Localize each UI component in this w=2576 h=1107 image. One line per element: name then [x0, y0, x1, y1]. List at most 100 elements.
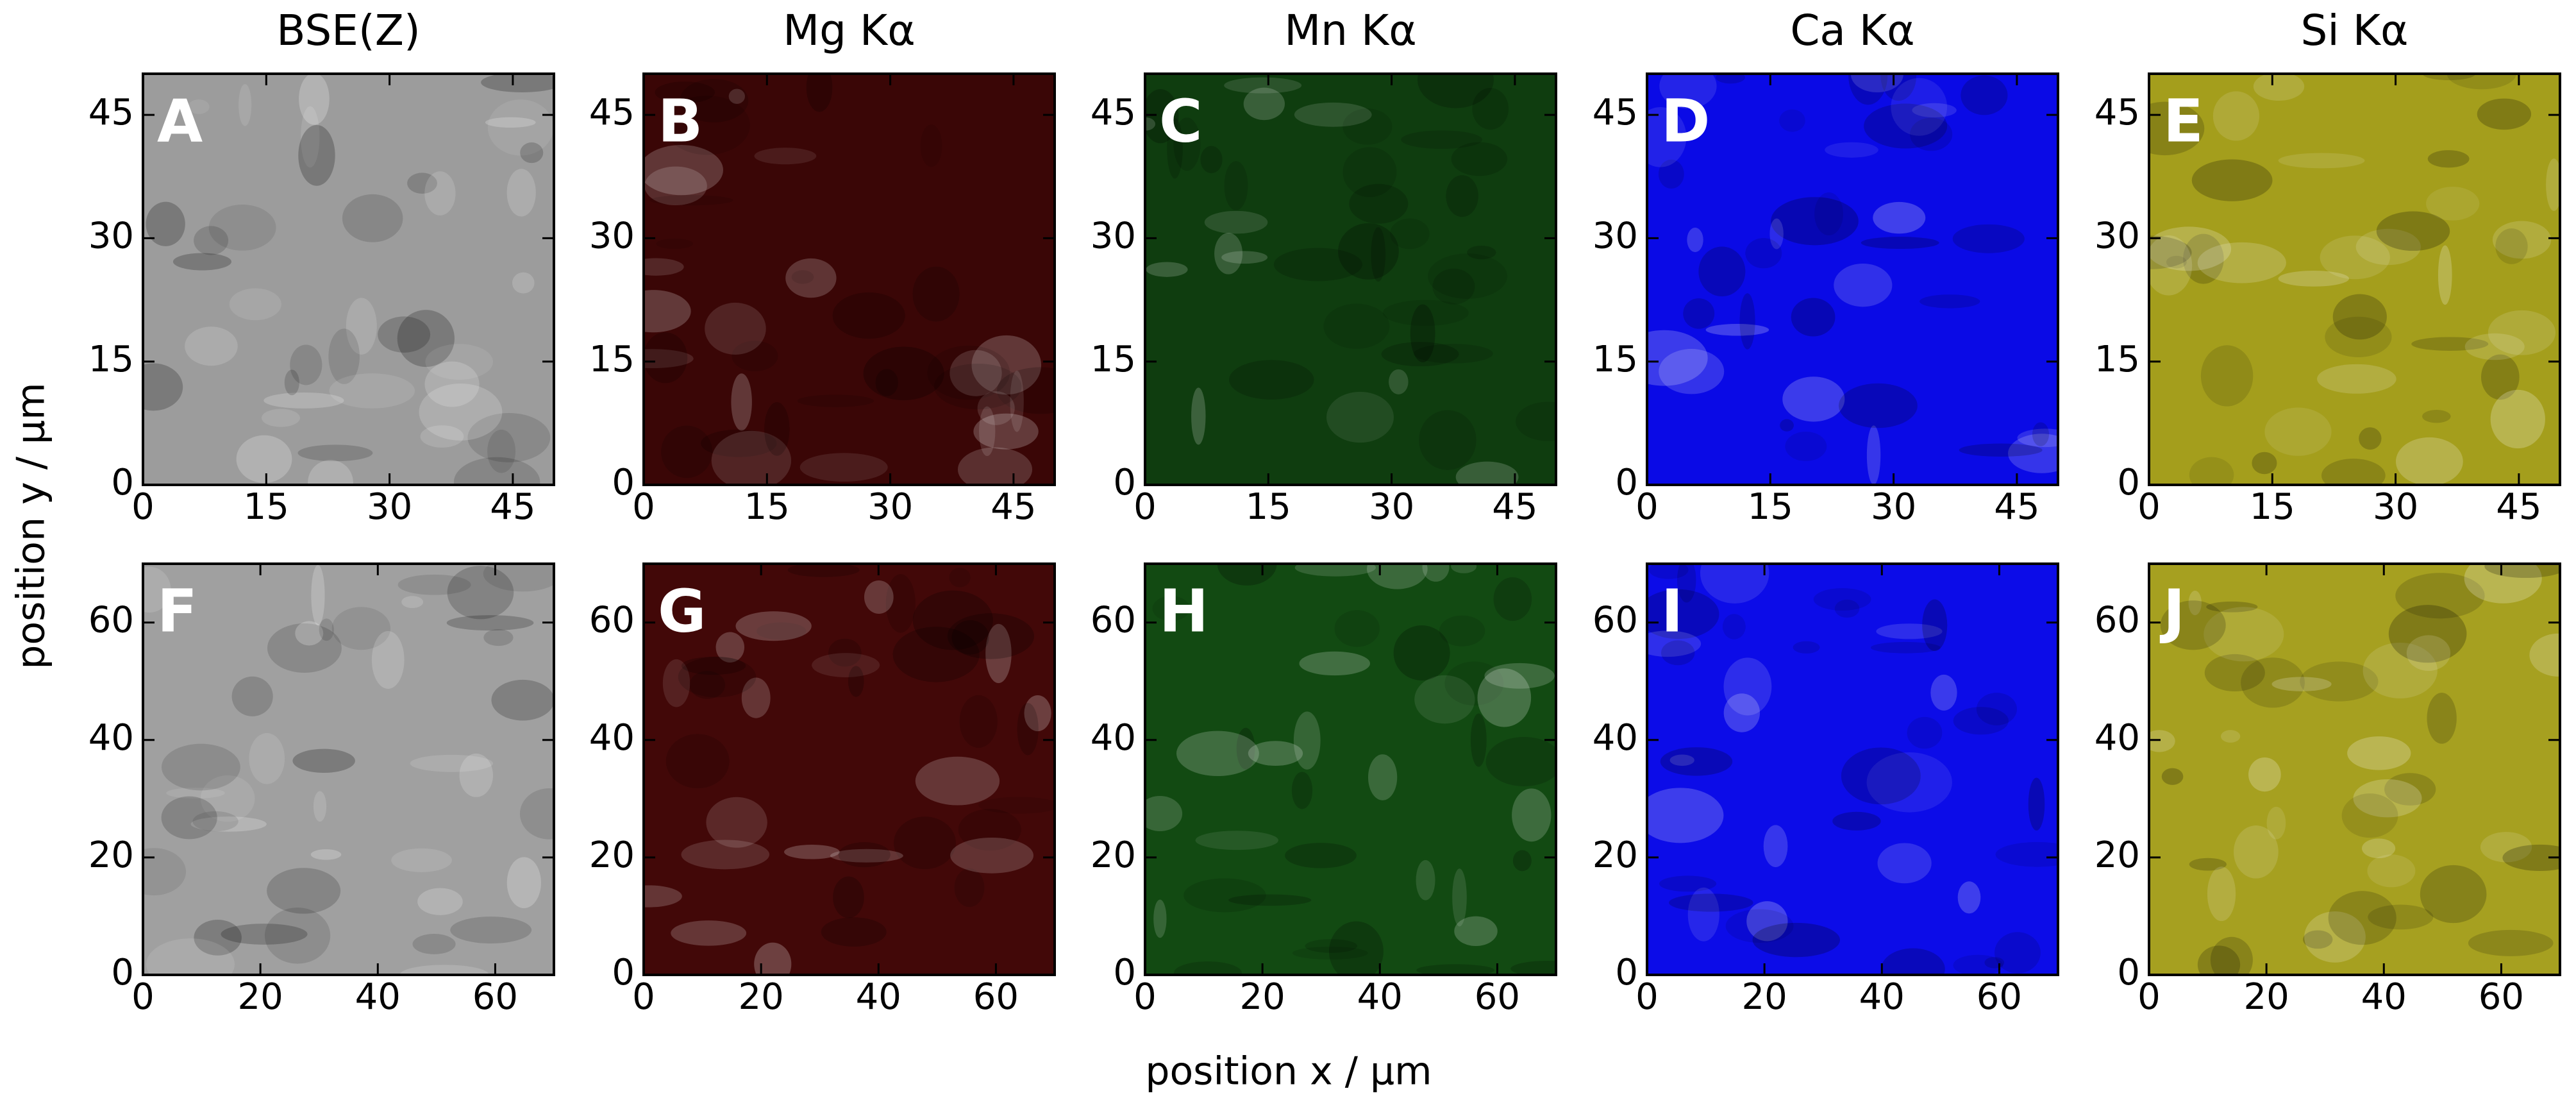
texture [1866, 425, 1881, 485]
texture [1716, 74, 1745, 84]
texture [1779, 109, 1805, 132]
y-tick-label: 0 [2117, 462, 2140, 503]
texture [1647, 589, 1719, 639]
y-tick-label: 20 [589, 834, 635, 876]
texture [143, 566, 171, 613]
texture [2363, 642, 2438, 698]
texture [787, 564, 860, 577]
texture [450, 917, 532, 944]
x-tick-label: 60 [473, 976, 518, 1018]
texture [1010, 370, 1024, 432]
texture [221, 924, 308, 945]
panel-letter: A [157, 87, 203, 155]
texture [161, 796, 217, 840]
texture [662, 659, 690, 707]
texture [378, 316, 431, 353]
texture [2183, 233, 2224, 284]
image [2149, 74, 2560, 485]
texture [950, 837, 1034, 874]
texture [791, 270, 814, 284]
y-tick-label: 20 [1593, 834, 1638, 876]
texture [671, 920, 747, 946]
texture [342, 194, 403, 242]
texture [644, 290, 691, 333]
texture [1660, 747, 1733, 776]
frame [2148, 562, 2561, 976]
texture [927, 345, 1010, 400]
texture [681, 840, 770, 870]
texture [190, 816, 267, 832]
texture [1467, 245, 1496, 260]
texture [2032, 422, 2050, 446]
texture [2241, 657, 2305, 708]
texture [1953, 707, 2009, 735]
texture [678, 656, 757, 698]
texture [2406, 635, 2451, 671]
texture [741, 677, 771, 718]
texture [655, 81, 715, 104]
texture [1922, 599, 1948, 652]
texture [236, 435, 292, 483]
texture [1326, 391, 1394, 443]
x-tick-label: 30 [867, 486, 913, 528]
texture [1659, 74, 1717, 109]
texture [1329, 921, 1384, 975]
texture [1224, 77, 1302, 94]
texture [1791, 298, 1836, 337]
x-axis-label: position x / µm [1145, 1049, 1432, 1094]
image-background [143, 564, 554, 975]
texture [1953, 954, 2003, 975]
image [644, 74, 1055, 485]
texture [2484, 564, 2560, 579]
texture [419, 384, 503, 441]
y-tick-label: 0 [111, 462, 134, 503]
texture [1891, 78, 1948, 136]
texture [2368, 904, 2434, 930]
texture [2426, 187, 2480, 221]
image [1647, 74, 2058, 485]
texture [290, 344, 322, 385]
texture [1195, 831, 1278, 850]
texture [1221, 251, 1268, 264]
texture [143, 848, 187, 896]
texture [520, 142, 544, 164]
texture [194, 920, 242, 956]
texture [459, 753, 494, 797]
texture [2278, 153, 2365, 169]
texture [1381, 342, 1459, 367]
panel-title: Mn Kα [1284, 6, 1417, 55]
texture [491, 679, 554, 721]
texture [1236, 727, 1255, 770]
texture [920, 124, 942, 167]
texture [2234, 825, 2279, 879]
texture [1334, 610, 1380, 647]
texture [188, 99, 210, 114]
texture [2492, 221, 2552, 259]
texture [1485, 736, 1556, 786]
texture [328, 328, 360, 384]
texture [644, 166, 707, 206]
x-tick-label: 0 [632, 976, 655, 1018]
panel-letter: C [1159, 87, 1203, 155]
texture [812, 653, 880, 678]
texture [1832, 811, 1881, 831]
texture [894, 816, 956, 870]
texture [1145, 796, 1183, 832]
panel-title: Mg Kα [783, 6, 916, 55]
texture [821, 917, 887, 947]
texture [985, 623, 1012, 684]
texture [2253, 74, 2305, 101]
texture [2328, 891, 2396, 945]
panel-letter: E [2163, 87, 2204, 155]
texture [1393, 625, 1450, 680]
texture [447, 566, 514, 620]
image [143, 74, 554, 485]
x-tick-label: 40 [2361, 976, 2407, 1018]
texture [1873, 201, 1926, 234]
texture [1763, 825, 1788, 868]
x-tick-label: 40 [1357, 976, 1403, 1018]
texture [481, 74, 554, 92]
texture [1864, 103, 1948, 149]
texture [401, 596, 424, 609]
texture [2529, 633, 2560, 677]
